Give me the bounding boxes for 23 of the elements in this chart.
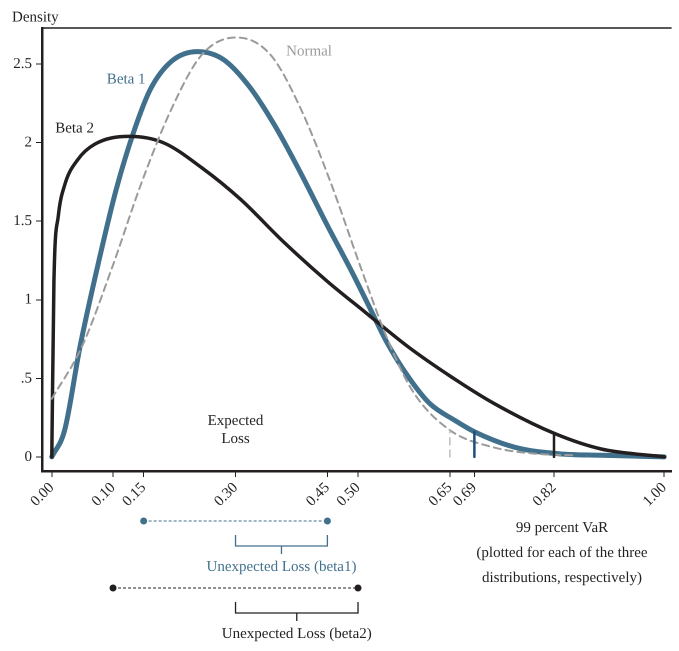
x-tick-label: 0.45 (303, 480, 334, 510)
y-tick-label: .5 (20, 370, 32, 386)
y-tick-label: 2.5 (13, 56, 32, 72)
x-tick-label: 0.15 (119, 480, 150, 510)
x-tick-label: 0.10 (88, 480, 119, 510)
series-label: Beta 2 (55, 120, 94, 136)
y-tick-label: 1.5 (13, 213, 32, 230)
x-tick-label: 0.00 (28, 480, 58, 510)
text: Unexpected Loss (beta1) (206, 558, 356, 575)
text: 99 percent VaR (plotted for each of the three distributions, respectively) (476, 520, 648, 586)
y-tick-label: 1 (24, 292, 32, 308)
y-tick-label: 0 (24, 448, 32, 465)
y-tick-label: 2 (24, 134, 32, 151)
x-tick-label: 0.69 (450, 480, 480, 510)
x-tick-label: 0.82 (530, 480, 560, 510)
x-tick-label: 1.00 (640, 480, 670, 510)
annotation: Expected Loss (208, 412, 264, 447)
y-axis-title: Density (12, 9, 60, 26)
x-tick-label: 0.50 (334, 480, 364, 510)
x-tick-label: 0.30 (211, 480, 242, 510)
series-label: Beta 1 (106, 72, 146, 88)
series-label: Normal (286, 43, 332, 60)
text: Unexpected Loss (beta2) (222, 626, 372, 642)
